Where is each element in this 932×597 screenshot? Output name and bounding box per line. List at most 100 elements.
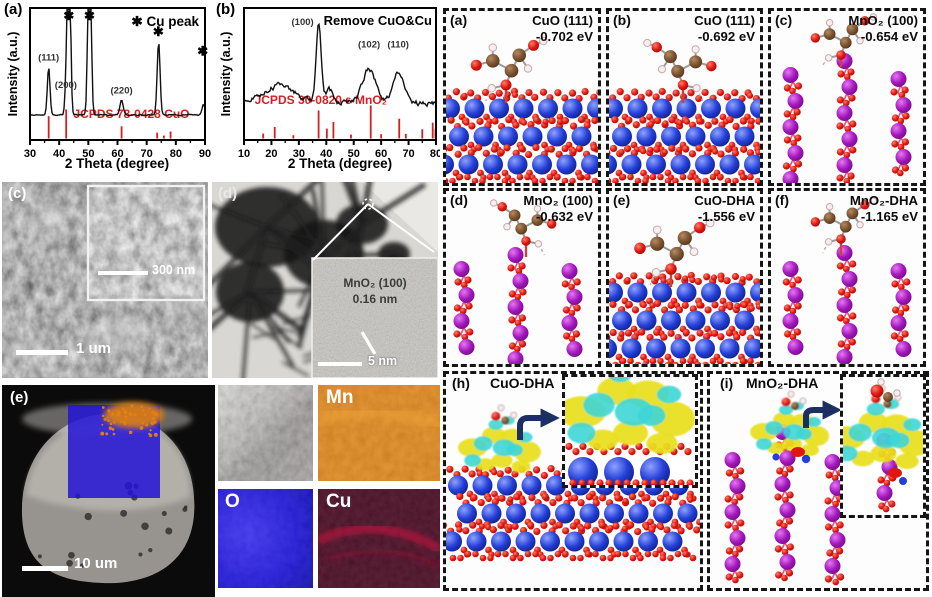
- panel-sem-eds-overlay: (e) 10 um: [2, 385, 215, 597]
- dha-molecule: [810, 13, 878, 67]
- system-title: CuO-DHA: [490, 375, 555, 391]
- mno2-column: [453, 261, 475, 355]
- cuo-slab: [609, 271, 760, 364]
- tem-image: [212, 182, 438, 378]
- mno2-column: [836, 53, 858, 183]
- zoom-source-marker: [312, 198, 435, 261]
- x-tick-label: 70: [141, 148, 153, 160]
- panel-label-d: (d): [218, 185, 238, 202]
- dft-panel-b-cuo-111: (b) CuO (111) -0.692 eV: [606, 8, 763, 186]
- x-tick-label: 20: [265, 148, 277, 160]
- eds-label-cu: Cu: [326, 491, 352, 512]
- jcpds-label: JCPDS 30-0820 ε-MnO₂: [255, 93, 387, 107]
- dha-molecule: [810, 197, 878, 255]
- eds-map-mn: Mn: [318, 385, 440, 481]
- dft-panel-c-mno2-100: (c) MnO₂ (100) -0.654 eV: [768, 8, 926, 186]
- surface-label: CuO-DHA: [694, 193, 755, 208]
- cuo-slab: [609, 87, 760, 183]
- panel-label: (c): [775, 12, 793, 28]
- hkl-label: (100): [292, 17, 314, 28]
- energy-value: -0.702 eV: [535, 29, 593, 44]
- x-tick-label: 90: [199, 148, 211, 160]
- x-tick-label: 80: [170, 148, 182, 160]
- scale-label: 10 um: [74, 555, 118, 572]
- x-tick-label: 40: [320, 148, 332, 160]
- lattice-plane-label: MnO₂ (100): [343, 276, 407, 290]
- hkl-label: (102): [358, 40, 380, 51]
- jcpds-reference-lines: [262, 105, 437, 139]
- hkl-label: (200): [55, 80, 77, 91]
- charge-density-panel-h-cuo-dha: (h) CuO-DHA: [443, 371, 703, 591]
- y-axis-label: Intensity (a.u.): [219, 31, 233, 117]
- panel-label-e: (e): [10, 389, 29, 406]
- tem-inset-hrtem: [311, 257, 438, 378]
- panel-label-c: (c): [8, 185, 27, 202]
- cu-peak-star-icon: ✱: [197, 44, 208, 59]
- mno2-dha-charge-density: [724, 390, 846, 586]
- mno2-slab-structure: [782, 197, 912, 364]
- adsorption-annotation: MnO₂-DHA -1.165 eV: [850, 193, 918, 225]
- panel-label-b: (b): [216, 1, 236, 18]
- x-axis-label: 2 Theta (degree): [287, 156, 393, 171]
- surface-label: CuO (111): [694, 13, 755, 28]
- surface-label: MnO₂ (100): [523, 193, 593, 208]
- energy-value: -0.692 eV: [697, 29, 755, 44]
- surface-label: MnO₂-DHA: [849, 193, 918, 208]
- charge-isosurface: [565, 377, 695, 454]
- charge-density-panel-i-mno2-dha: (i) MnO₂-DHA: [707, 371, 929, 591]
- x-tick-label: 30: [24, 148, 36, 160]
- charge-density-inset: [562, 374, 698, 488]
- panel-label: (i): [720, 375, 734, 391]
- mno2-column: [782, 67, 804, 183]
- mno2-column: [774, 424, 796, 582]
- dha-molecule: [489, 199, 557, 257]
- cuo-slab-structure: [609, 38, 760, 183]
- jcpds-reference-lines: [47, 109, 172, 139]
- sem-image: [2, 182, 208, 378]
- adsorption-annotation: CuO (111) -0.692 eV: [694, 13, 755, 45]
- cu-peak-legend: ✱ Cu peak: [131, 14, 199, 29]
- xrd-mno2-chart: JCPDS 30-0820 ε-MnO₂ (100) (102) (110) Remov…: [238, 7, 440, 160]
- remove-annotation: Remove CuO&Cu: [324, 13, 432, 28]
- energy-value: -1.556 eV: [697, 209, 755, 224]
- charge-density-zoom: [565, 377, 695, 485]
- tem-dendrites: [212, 182, 438, 378]
- energy-value: -0.632 eV: [535, 209, 593, 224]
- x-tick-label: 60: [375, 148, 387, 160]
- cuo-surface-row: [565, 442, 694, 485]
- mno2-column: [890, 71, 912, 177]
- eds-overlay-square: [68, 402, 164, 498]
- adsorption-annotation: MnO₂ (100) -0.654 eV: [848, 13, 918, 45]
- scale-bar: [16, 350, 68, 355]
- adsorption-annotation: CuO-DHA -1.556 eV: [694, 193, 755, 225]
- inset-scale-bar: [318, 362, 362, 366]
- zoom-arrow-icon: [517, 408, 560, 440]
- eds-label-mn: Mn: [326, 387, 354, 408]
- dft-panel-d-mno2-100: (d) MnO₂ (100) -0.632 eV: [443, 188, 601, 367]
- eds-map-electron-image: [218, 385, 313, 481]
- hkl-label: (220): [110, 85, 132, 96]
- mno2-column: [836, 245, 858, 364]
- panel-xrd-cuo: JCPDS 78-0428 CuO (111) (200) (220) ✱ ✱ ✱ ✱ ✱ Cu…: [0, 0, 212, 180]
- x-tick-label: 50: [348, 148, 360, 160]
- x-tick-label: 30: [293, 148, 305, 160]
- molecule-top: [870, 378, 907, 485]
- eds-label-o: O: [225, 491, 240, 512]
- charge-accents: [772, 447, 811, 464]
- charge-density-zoom: [843, 378, 923, 513]
- panel-label: (f): [775, 192, 789, 208]
- panel-label: (a): [450, 12, 468, 28]
- mno2-column: [890, 263, 912, 357]
- xrd-trace: [30, 8, 205, 117]
- cu-peak-star-icon: ✱: [63, 8, 74, 23]
- adsorption-annotation: CuO (111) -0.702 eV: [532, 13, 593, 45]
- scale-label: 1 um: [76, 340, 112, 357]
- lattice-spacing-label: 0.16 nm: [352, 292, 398, 306]
- charge-isosurface: [843, 384, 923, 469]
- panel-tem-nanosheets: (d) MnO₂ (100) 0.16 nm 5 nm: [212, 182, 438, 378]
- mno2-column: [507, 247, 529, 364]
- panel-label-a: (a): [4, 1, 23, 18]
- charge-density-inset: [840, 374, 926, 518]
- system-title: MnO₂-DHA: [746, 375, 819, 391]
